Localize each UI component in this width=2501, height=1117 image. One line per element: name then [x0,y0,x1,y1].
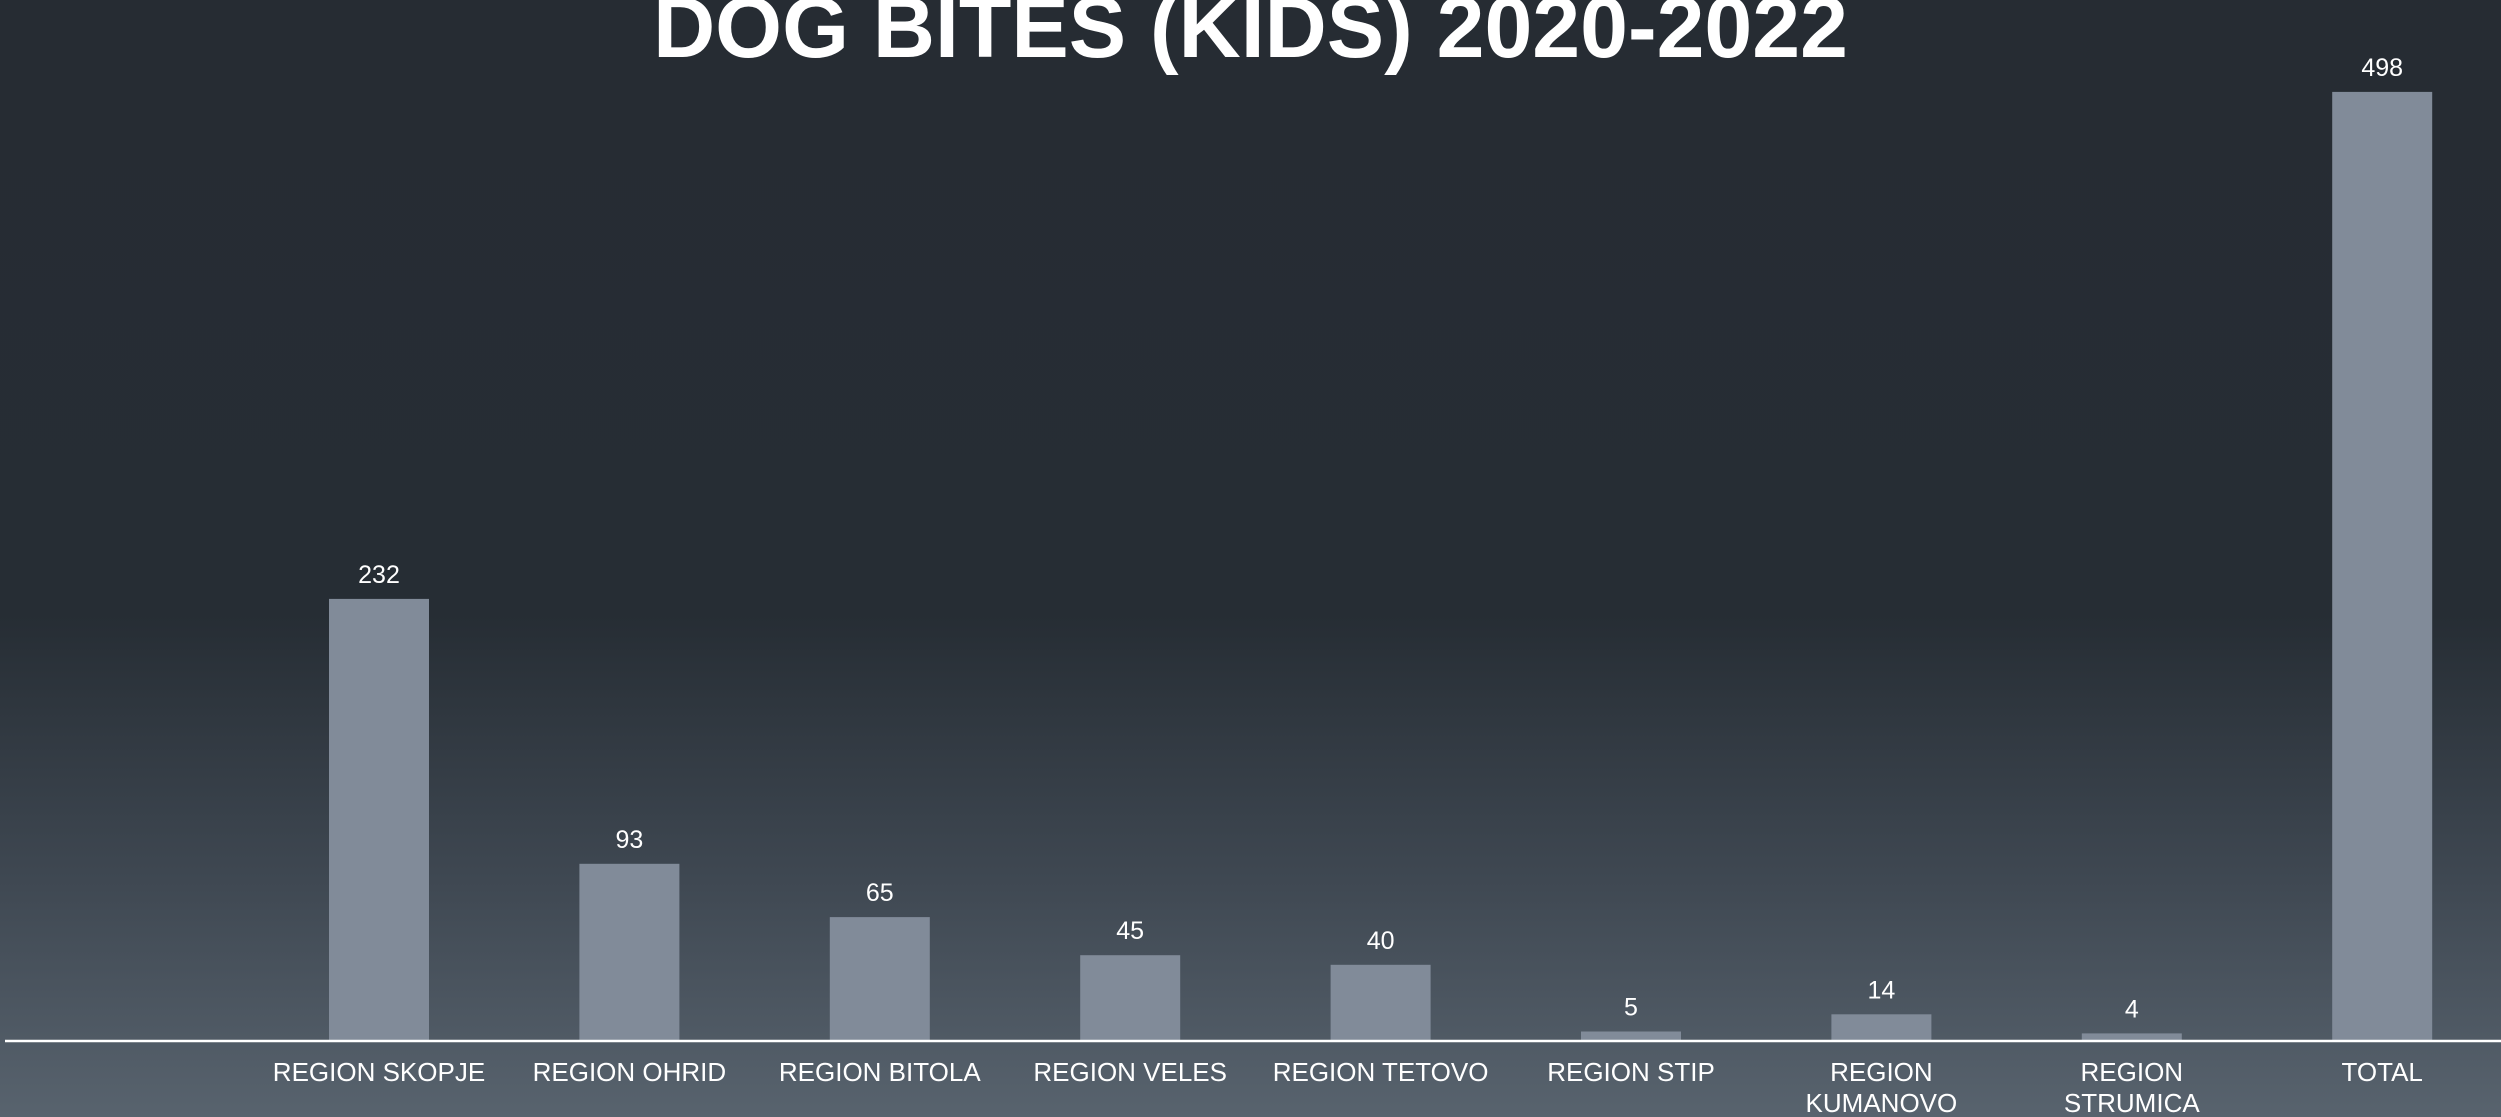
data-label: 40 [1367,927,1395,955]
bar [2332,91,2433,1041]
x-tick-label-line: REGION OHRID [533,1057,727,1087]
data-label: 498 [2361,54,2403,82]
x-tick-label: TOTAL [2342,1057,2423,1087]
x-tick-label-line: REGION [2081,1057,2184,1087]
data-label: 65 [866,879,894,907]
x-tick-label: REGION OHRID [533,1057,727,1087]
x-tick-label: REGION VELES [1033,1057,1227,1087]
bar [329,598,429,1041]
x-tick-label: REGION SKOPJE [273,1057,485,1087]
x-tick-label: REGION STIP [1547,1057,1715,1087]
data-label: 93 [615,826,643,854]
bar [829,917,930,1041]
x-tick-label-line: REGION [1830,1057,1933,1087]
value-labels-group: 232 93 65 45 40 5 14 4 498 [358,54,2403,1024]
data-label: 14 [1867,976,1895,1004]
x-tick-label-line: TOTAL [2342,1057,2423,1087]
data-label: 232 [358,561,400,589]
x-tick-label-line: REGION SKOPJE [273,1057,485,1087]
data-label: 45 [1116,917,1144,945]
data-label: 4 [2125,995,2139,1023]
x-tick-label-line: KUMANOVO [1806,1088,1958,1117]
bar [1831,1014,1932,1041]
x-tick-label-line: REGION BITOLA [779,1057,981,1087]
x-tick-label: REGION STRUMICA [2064,1057,2200,1117]
bar [1581,1031,1681,1041]
bar [579,863,680,1041]
x-tick-label-line: REGION TETOVO [1273,1057,1489,1087]
x-tick-label-line: STRUMICA [2064,1088,2200,1117]
chart-title: DOG BITES (KIDS) 2020-2022 [653,0,1848,76]
bar [1330,964,1431,1041]
x-tick-label: REGION BITOLA [779,1057,981,1087]
data-label: 5 [1624,994,1638,1022]
x-tick-labels-group: REGION SKOPJE REGION OHRID REGION BITOLA RE… [273,1057,2423,1117]
x-tick-label: REGION TETOVO [1273,1057,1489,1087]
x-tick-label-line: REGION STIP [1547,1057,1715,1087]
bar [1080,955,1181,1041]
bars-group [329,91,2433,1041]
bar [2081,1033,2182,1041]
x-tick-label: REGION KUMANOVO [1806,1057,1958,1117]
x-tick-label-line: REGION VELES [1033,1057,1227,1087]
